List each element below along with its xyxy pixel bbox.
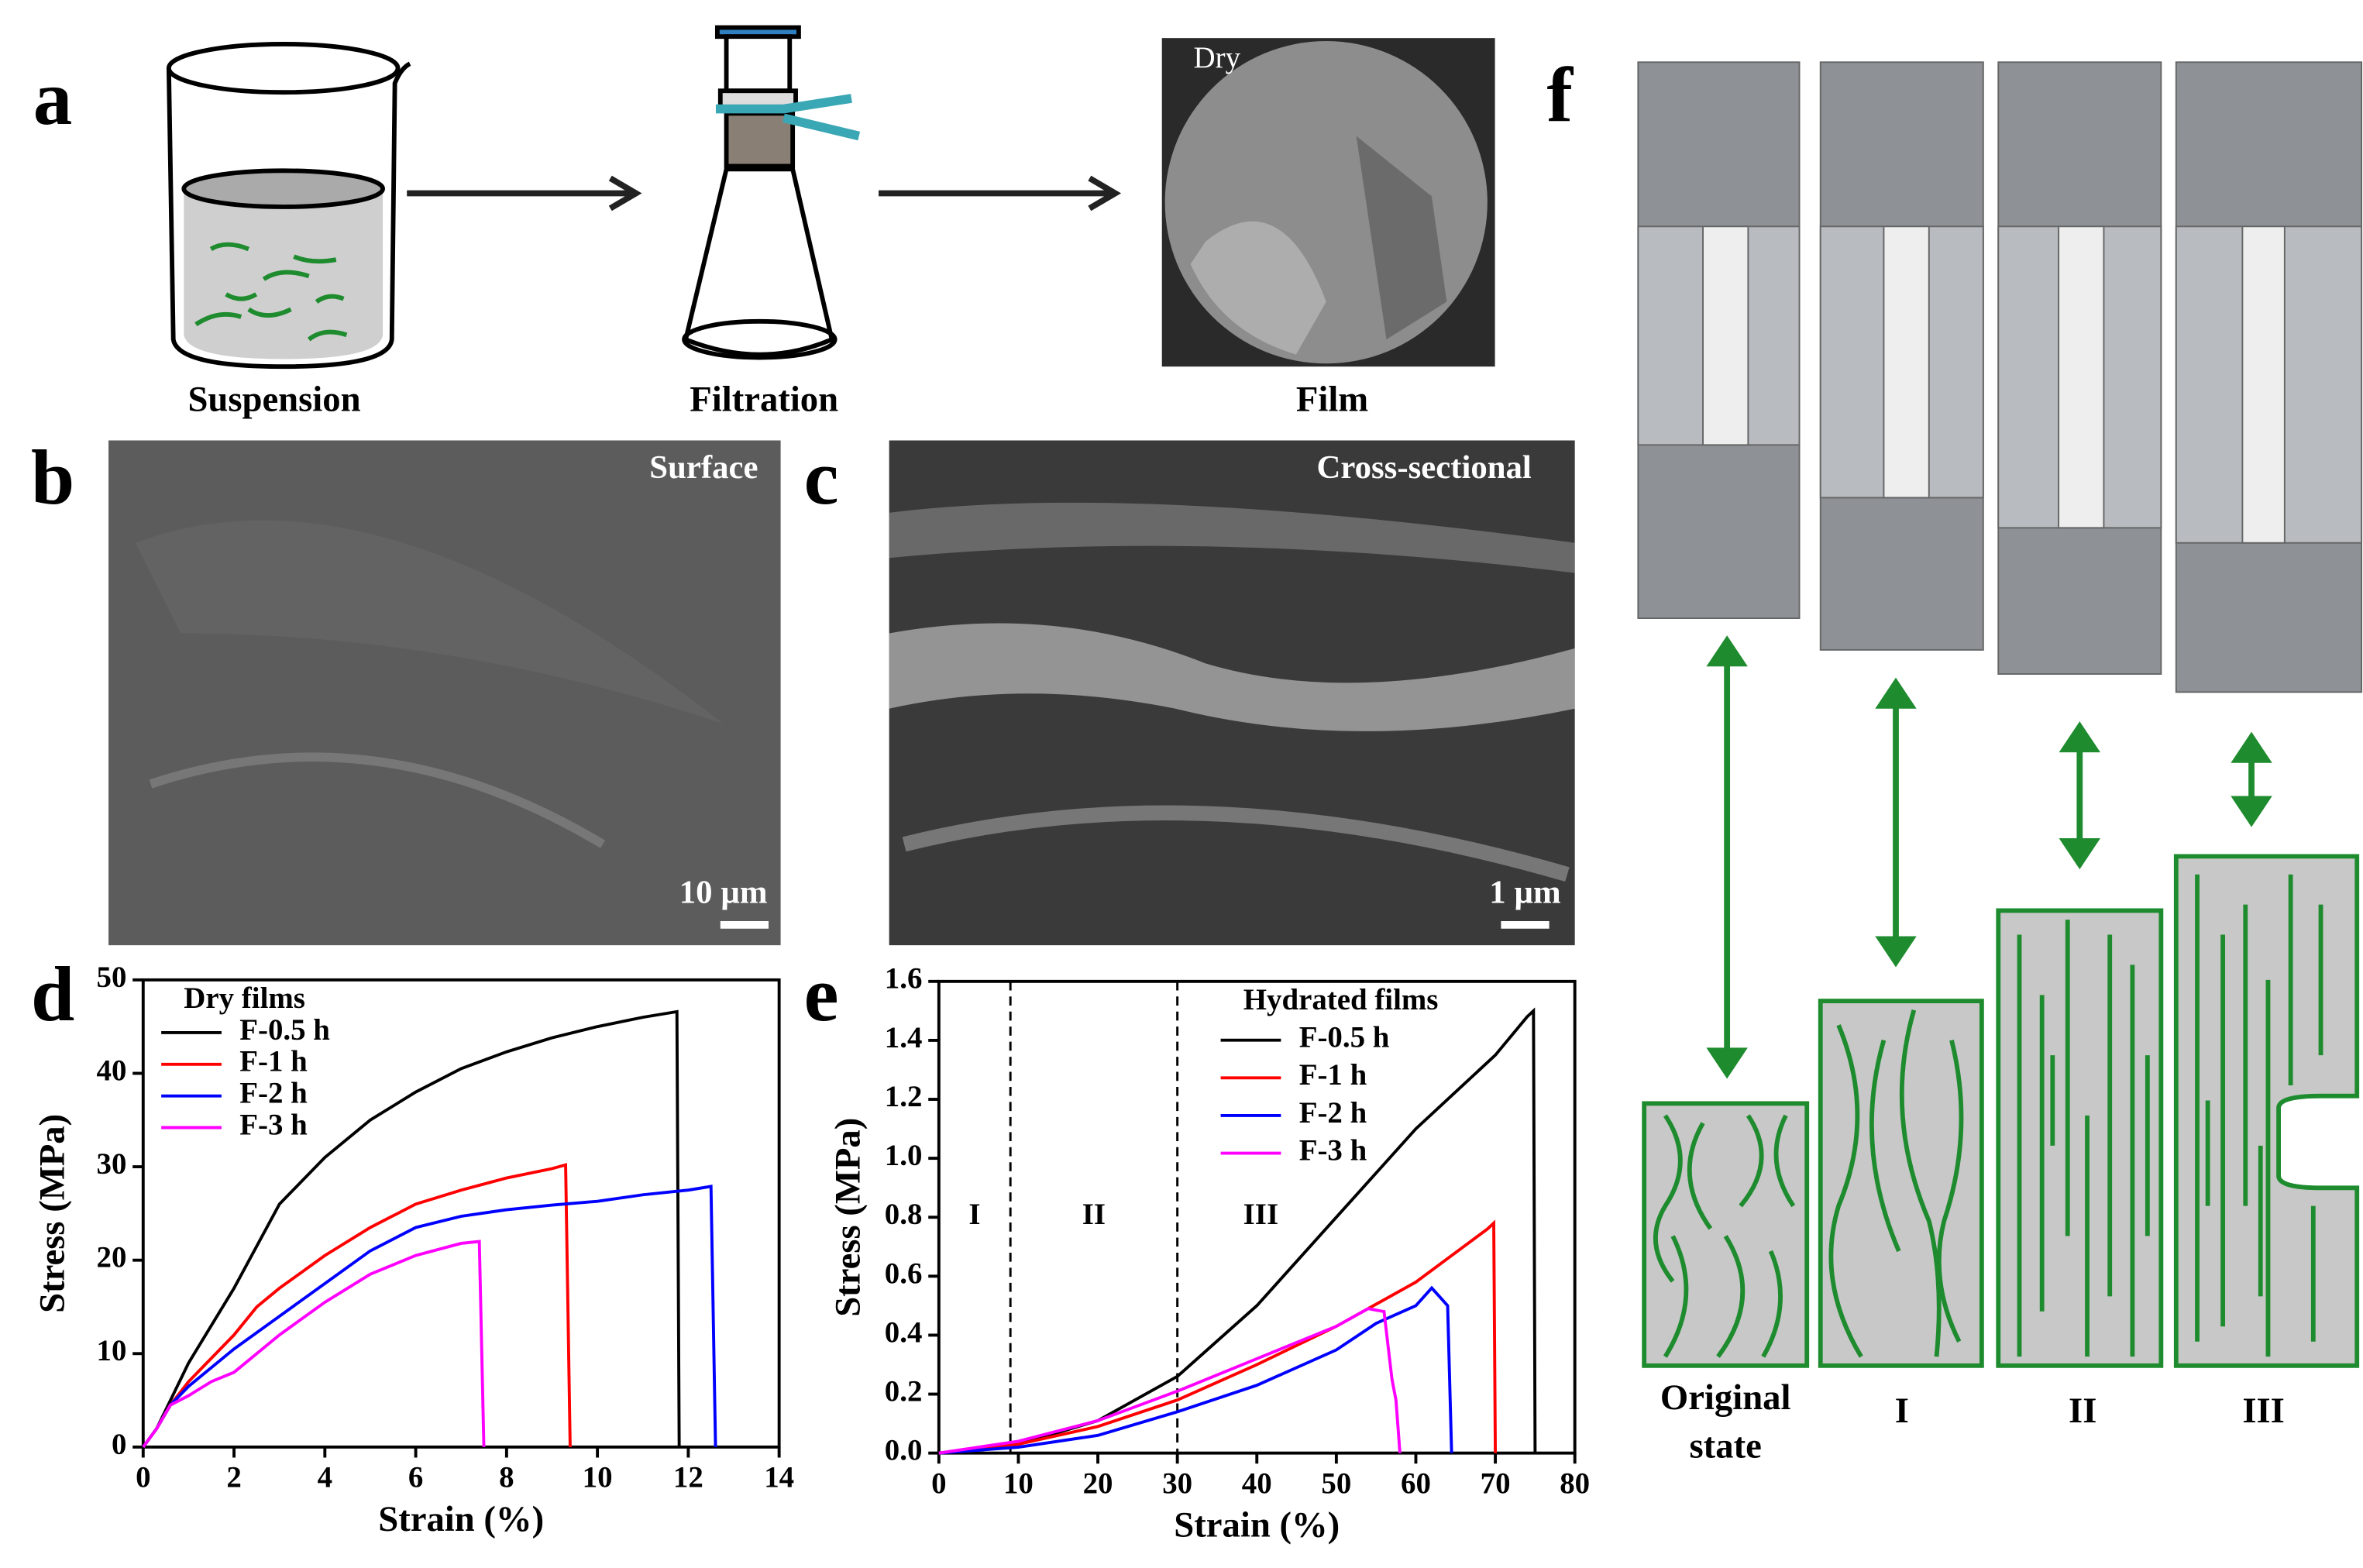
- y-tick-label: 0.6: [885, 1257, 923, 1290]
- region-label: I: [968, 1198, 980, 1231]
- state-label: Original state: [1660, 1379, 1791, 1467]
- y-tick-label: 0.8: [885, 1198, 923, 1231]
- x-tick-label: 2: [226, 1461, 241, 1494]
- x-tick-label: 20: [1083, 1467, 1113, 1500]
- x-tick-label: 10: [1003, 1467, 1034, 1500]
- data-line: [142, 1009, 681, 1449]
- x-tick-label: 10: [583, 1461, 613, 1494]
- y-tick-label: 1.0: [885, 1139, 923, 1172]
- x-tick-label: 6: [408, 1461, 423, 1494]
- sem-image: Surface 10 µm: [108, 440, 781, 946]
- x-axis-label: Strain (%): [1174, 1505, 1340, 1546]
- y-axis-label: Stress (MPa): [33, 1114, 73, 1313]
- y-tick-label: 0.0: [885, 1434, 923, 1467]
- region-label: II: [1082, 1198, 1106, 1231]
- legend-label: F-1 h: [239, 1045, 308, 1078]
- film-photo: Dry: [1161, 38, 1495, 367]
- x-tick-label: 30: [1162, 1467, 1192, 1500]
- x-tick-label: 0: [931, 1467, 946, 1500]
- y-axis-label: Stress (MPa): [828, 1118, 868, 1317]
- data-line: [142, 1163, 572, 1449]
- x-tick-label: 0: [136, 1461, 150, 1494]
- x-tick-label: 14: [764, 1461, 794, 1494]
- scale-bar: [720, 921, 769, 929]
- data-line: [142, 1185, 717, 1449]
- state-label: II: [2069, 1391, 2096, 1431]
- y-tick-label: 1.4: [885, 1021, 923, 1054]
- x-tick-label: 12: [673, 1461, 703, 1494]
- y-tick-label: 0.4: [885, 1315, 923, 1349]
- double-arrow: [1706, 635, 2272, 1079]
- data-line: [938, 1285, 1453, 1455]
- tensile-photos: [1637, 61, 2363, 693]
- x-axis-label: Strain (%): [378, 1499, 544, 1539]
- data-line: [938, 1307, 1402, 1455]
- y-tick-label: 20: [97, 1241, 127, 1274]
- scale-bar-label: 10 µm: [679, 875, 768, 911]
- legend-label: F-3 h: [239, 1108, 308, 1141]
- fiber-schematic: [1642, 854, 2360, 1368]
- legend-label: F-1 h: [1299, 1058, 1367, 1092]
- sem-image: Cross-sectional 1 µm: [889, 440, 1575, 946]
- state-label: I: [1895, 1391, 1909, 1431]
- legend-title: Hydrated films: [1243, 983, 1439, 1016]
- film-label: Dry: [1194, 41, 1241, 74]
- y-tick-label: 10: [97, 1334, 127, 1367]
- state-label: III: [2242, 1391, 2285, 1431]
- y-tick-label: 0.2: [885, 1374, 923, 1408]
- y-tick-label: 50: [97, 961, 127, 994]
- arrow: [407, 175, 1122, 211]
- x-tick-label: 8: [499, 1461, 514, 1494]
- step-label: Filtration: [690, 380, 838, 420]
- legend-title: Dry films: [184, 982, 305, 1015]
- legend-label: F-0.5 h: [1299, 1021, 1390, 1054]
- state-label-box: Original state: [1660, 1379, 1791, 1467]
- panel-label: e: [804, 951, 839, 1037]
- y-tick-label: 1.6: [885, 962, 923, 995]
- image-title: Surface: [649, 449, 758, 486]
- step-label: Film: [1296, 380, 1368, 420]
- plot-frame: [141, 978, 781, 1449]
- x-tick-label: 40: [1242, 1467, 1272, 1500]
- x-tick-label: 70: [1481, 1467, 1511, 1500]
- panel-label: c: [804, 434, 839, 521]
- panel-label: b: [31, 434, 74, 521]
- panel-label: d: [31, 951, 74, 1037]
- filtration-flask: [682, 25, 861, 360]
- x-tick-label: 50: [1321, 1467, 1351, 1500]
- scale-bar-label: 1 µm: [1489, 875, 1560, 911]
- legend-label: F-2 h: [1299, 1096, 1367, 1130]
- x-tick-label: 80: [1560, 1467, 1590, 1500]
- data-line: [938, 1219, 1498, 1455]
- panel-label: a: [33, 54, 73, 141]
- step-label: Suspension: [187, 380, 360, 420]
- legend-label: F-0.5 h: [239, 1013, 330, 1047]
- y-tick-label: 40: [97, 1054, 127, 1087]
- scale-bar: [1501, 921, 1550, 929]
- beaker: [166, 42, 411, 370]
- legend-label: F-3 h: [1299, 1133, 1367, 1167]
- region-label: III: [1243, 1198, 1278, 1231]
- x-tick-label: 60: [1401, 1467, 1431, 1500]
- y-tick-label: 30: [97, 1147, 127, 1181]
- image-title: Cross-sectional: [1317, 449, 1532, 486]
- legend-label: F-2 h: [239, 1077, 308, 1110]
- y-tick-label: 0: [112, 1428, 126, 1461]
- x-tick-label: 4: [318, 1461, 332, 1494]
- panel-label: f: [1546, 51, 1574, 138]
- data-line: [142, 1240, 486, 1449]
- y-tick-label: 1.2: [885, 1080, 923, 1113]
